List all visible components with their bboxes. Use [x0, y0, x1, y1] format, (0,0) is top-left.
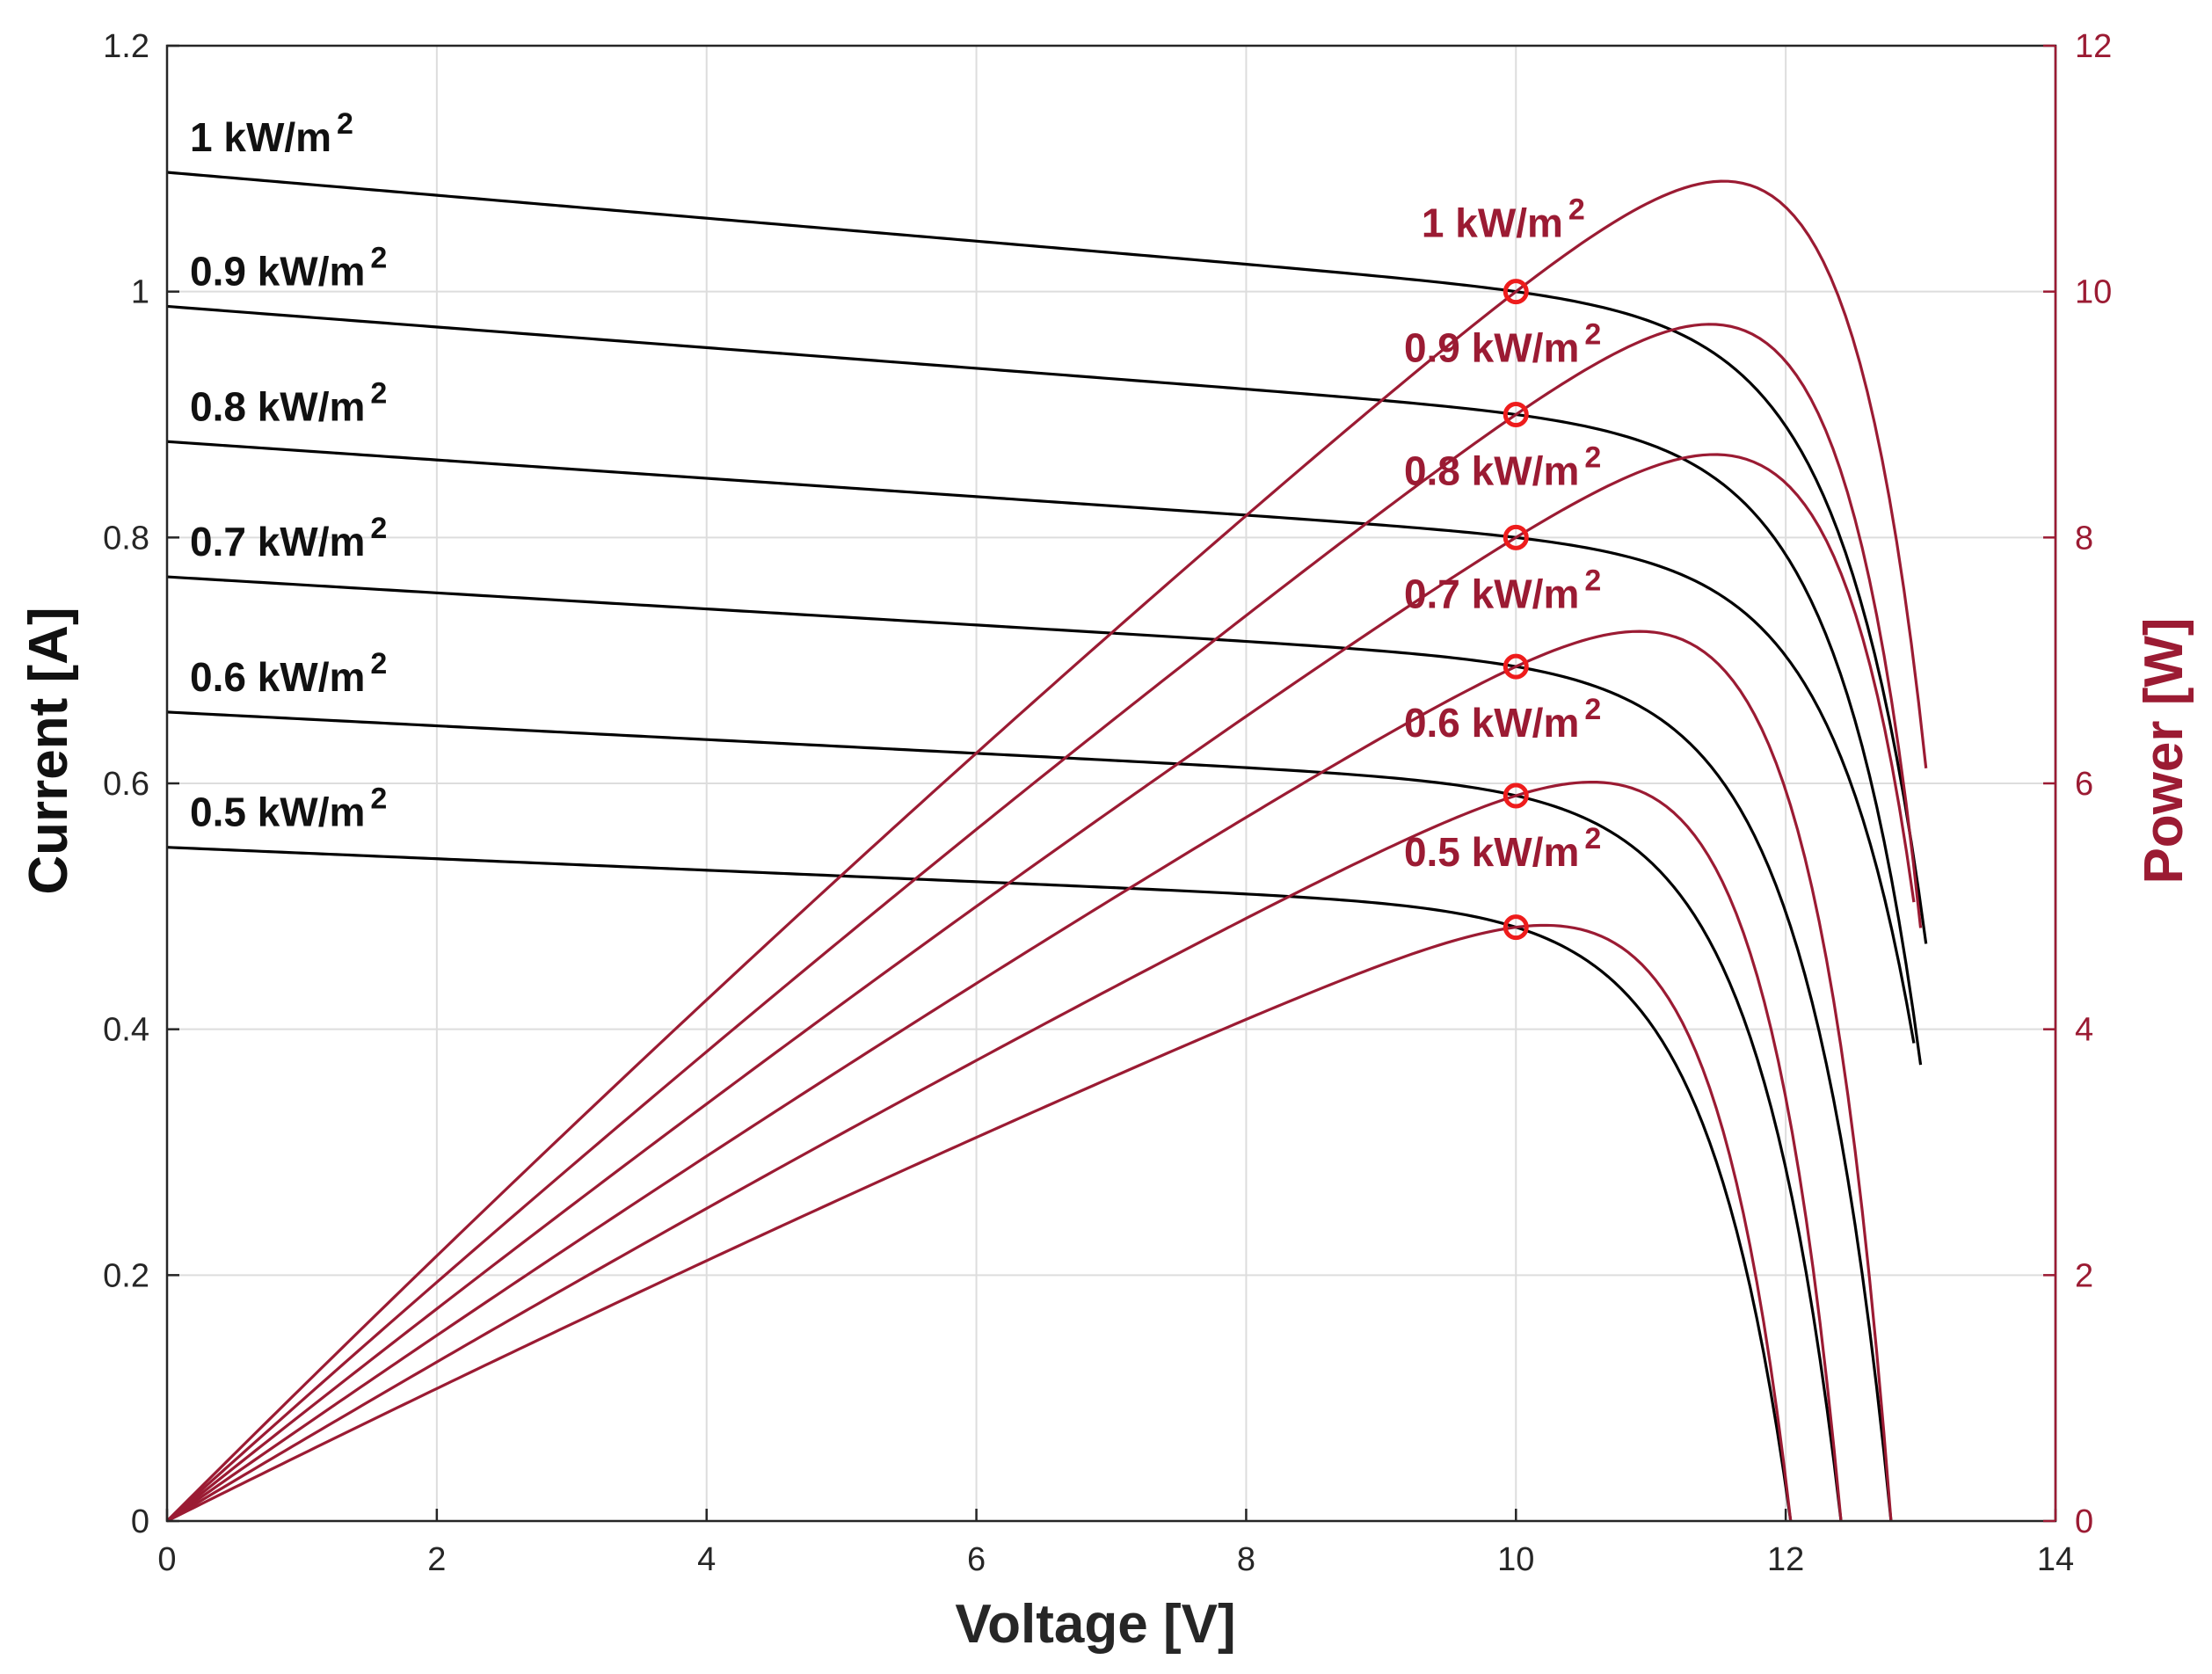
- current-curve-label-sup: 2: [370, 241, 387, 274]
- current-curve-10: [166, 171, 1928, 944]
- power-curve-label-sup: 2: [1584, 564, 1601, 597]
- x-tick-label: 8: [1237, 1541, 1255, 1578]
- current-curve-label-base: 0.8 kW/m: [190, 383, 365, 429]
- y-right-tick-label: 6: [2075, 766, 2093, 803]
- current-curve-label: 0.5 kW/m 2: [190, 782, 387, 835]
- x-tick-label: 2: [427, 1541, 446, 1578]
- y-left-axis-label: Current [A]: [18, 607, 79, 894]
- power-curve-label-sup: 2: [1584, 822, 1601, 855]
- y-left-tick-label: 1.2: [103, 28, 149, 65]
- current-curve-label: 1 kW/m 2: [190, 107, 353, 160]
- mpp-marker: [1503, 279, 1529, 305]
- current-curve-9: [166, 304, 1923, 1066]
- current-curve-6: [166, 710, 1843, 1522]
- power-curve-9: [165, 323, 1923, 1523]
- current-curve-labels: 1 kW/m 20.9 kW/m 20.8 kW/m 20.7 kW/m 20.6 kW…: [190, 107, 387, 835]
- current-curve-label: 0.9 kW/m 2: [190, 241, 387, 294]
- current-curve-7: [166, 575, 1893, 1522]
- x-tick-label: 12: [1767, 1541, 1804, 1578]
- current-curve-label-sup: 2: [370, 376, 387, 410]
- power-curve-5: [166, 923, 1793, 1523]
- current-curve-5: [166, 846, 1793, 1522]
- power-curve-label: 0.6 kW/m 2: [1404, 693, 1601, 746]
- current-curve-label-base: 0.5 kW/m: [190, 790, 365, 835]
- y-left-tick-label: 1: [131, 274, 149, 311]
- power-curve-labels: 1 kW/m 20.9 kW/m 20.8 kW/m 20.7 kW/m 20.6 kW…: [1404, 193, 1601, 875]
- power-curve-label: 0.7 kW/m 2: [1404, 564, 1601, 616]
- mpp-marker: [1503, 782, 1529, 809]
- y-right-tick-label: 8: [2075, 520, 2093, 557]
- power-curve-label-base: 1 kW/m: [1422, 200, 1563, 246]
- y-right-axis-ticks: 0 2 4 6 8 10 12: [2043, 28, 2112, 1540]
- power-curve-8: [166, 453, 1916, 1523]
- power-curve-6: [166, 780, 1843, 1523]
- power-curve-label-sup: 2: [1568, 193, 1585, 227]
- y-left-tick-label: 0.8: [103, 520, 149, 557]
- current-curve-label-sup: 2: [370, 647, 387, 681]
- power-curve-label-base: 0.6 kW/m: [1404, 700, 1579, 746]
- y-right-tick-label: 0: [2075, 1503, 2093, 1540]
- current-curve-label-sup: 2: [370, 782, 387, 816]
- current-curve-label: 0.7 kW/m 2: [190, 512, 387, 564]
- current-curve-label: 0.6 kW/m 2: [190, 647, 387, 700]
- power-curve-label-sup: 2: [1584, 441, 1601, 475]
- current-curve-label-sup: 2: [337, 107, 353, 141]
- power-curve-label-base: 0.7 kW/m: [1404, 571, 1579, 616]
- mpp-marker: [1503, 524, 1529, 550]
- current-curve-label-base: 0.7 kW/m: [190, 519, 365, 564]
- y-right-tick-label: 10: [2075, 274, 2112, 311]
- current-curve-label: 0.8 kW/m 2: [190, 376, 387, 429]
- power-curves: [165, 179, 1928, 1523]
- current-curve-label-base: 1 kW/m: [190, 114, 331, 160]
- y-right-axis-label: Power [W]: [2134, 617, 2194, 884]
- power-curve-label-sup: 2: [1584, 693, 1601, 726]
- power-curve-label: 0.8 kW/m 2: [1404, 441, 1601, 494]
- mpp-marker: [1503, 653, 1529, 680]
- x-axis-ticks: 0 2 4 6 8 10 12 14: [157, 1509, 2074, 1578]
- x-tick-label: 10: [1497, 1541, 1534, 1578]
- power-curve-10: [165, 179, 1928, 1523]
- current-curves: [166, 171, 1928, 1522]
- y-left-tick-label: 0.2: [103, 1257, 149, 1294]
- y-left-tick-label: 0: [131, 1503, 149, 1540]
- y-left-tick-label: 0.6: [103, 766, 149, 803]
- current-curve-8: [166, 440, 1916, 1044]
- y-right-tick-label: 12: [2075, 28, 2112, 65]
- y-left-tick-label: 0.4: [103, 1012, 149, 1049]
- power-curve-label-sup: 2: [1584, 318, 1601, 352]
- power-curve-label-base: 0.8 kW/m: [1404, 448, 1579, 494]
- power-curve-label: 0.9 kW/m 2: [1404, 318, 1601, 371]
- power-curve-7: [166, 630, 1893, 1523]
- x-tick-label: 6: [967, 1541, 986, 1578]
- y-left-axis-ticks: 0 0.2 0.4 0.6 0.8 1 1.2: [103, 28, 179, 1540]
- power-curve-label: 0.5 kW/m 2: [1404, 822, 1601, 875]
- x-tick-label: 0: [157, 1541, 176, 1578]
- current-curve-label-base: 0.6 kW/m: [190, 654, 365, 700]
- x-tick-label: 14: [2037, 1541, 2074, 1578]
- mpp-marker: [1503, 914, 1529, 941]
- power-curve-label-base: 0.5 kW/m: [1404, 829, 1579, 875]
- y-right-tick-label: 2: [2075, 1257, 2093, 1294]
- power-curve-label-base: 0.9 kW/m: [1404, 325, 1579, 371]
- x-axis-label: Voltage [V]: [955, 1594, 1235, 1655]
- mpp-markers: [1503, 279, 1529, 941]
- mpp-marker: [1503, 402, 1529, 427]
- x-tick-label: 4: [697, 1541, 716, 1578]
- power-curve-label: 1 kW/m 2: [1422, 193, 1585, 246]
- y-right-tick-label: 4: [2075, 1012, 2093, 1049]
- current-curve-label-sup: 2: [370, 512, 387, 545]
- current-curve-label-base: 0.9 kW/m: [190, 248, 365, 294]
